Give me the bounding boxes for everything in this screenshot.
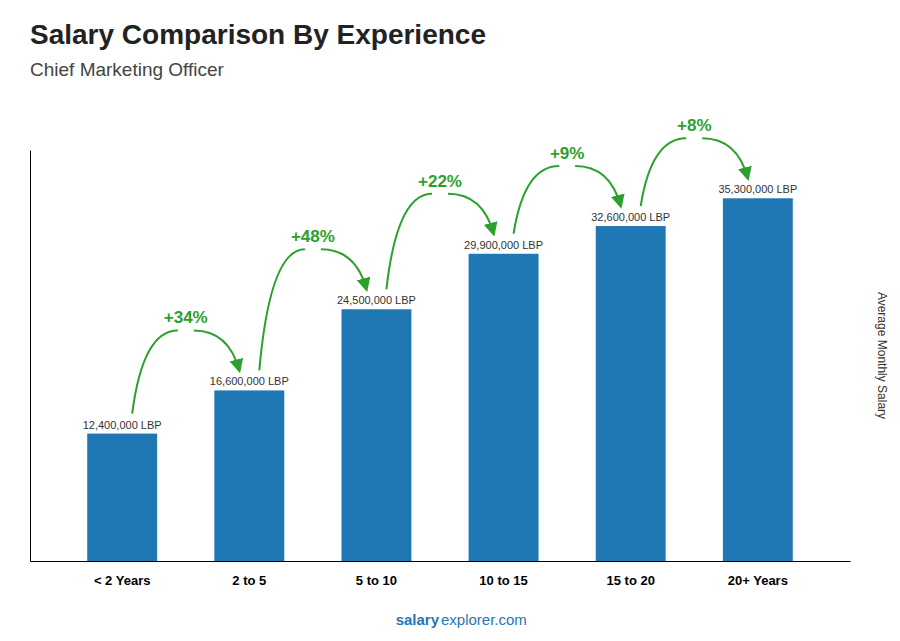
value-label: 29,900,000 LBP [464,239,543,251]
x-tick: 2 to 5 [232,561,266,588]
x-tick-label: 15 to 20 [606,573,654,588]
annotation-text: +9% [550,144,585,163]
x-tick-label: 20+ Years [728,573,788,588]
x-tick: 10 to 15 [479,561,527,588]
annotation-text: +48% [291,227,335,246]
x-tick: 5 to 10 [356,561,397,588]
y-axis-title: Average Monthly Salary [875,292,889,419]
annotation-arrow [702,138,748,178]
x-axis: < 2 Years 2 to 5 5 to 10 10 to 15 15 to 20 20… [31,561,851,588]
x-tick-label: 2 to 5 [232,573,266,588]
bar [214,390,284,561]
footer-bold: salary [396,611,440,628]
annotation-line [386,194,432,289]
x-tick: < 2 Years [94,561,151,588]
x-axis-line [31,561,851,562]
bar [469,254,539,561]
annotation-arrow [321,249,367,289]
x-tick: 20+ Years [728,561,788,588]
value-label: 12,400,000 LBP [83,419,162,431]
x-tick-label: 5 to 10 [356,573,397,588]
y-axis-line [30,151,31,562]
annotation-text: +34% [164,308,208,327]
annotation-line [641,138,687,206]
annotation-arrow [575,166,621,206]
annotation-line [259,249,305,370]
bar [87,434,157,561]
annotations: +34% +48% +22% +9% +8% [132,116,748,413]
annotation-text: +22% [418,172,462,191]
y-axis [30,151,31,562]
value-label: 35,300,000 LBP [718,183,797,195]
x-tick: 15 to 20 [606,561,654,588]
plot: < 2 Years 2 to 5 5 to 10 10 to 15 15 to 20 20… [31,116,851,588]
bar [723,198,793,561]
annotation-line [132,330,178,413]
x-tick-label: 10 to 15 [479,573,527,588]
annotation-arrow [194,330,240,370]
annotation-text: +8% [677,116,712,135]
annotation-line [514,166,560,234]
annotation-arrow [448,194,494,234]
subtitle: Chief Marketing Officer [30,59,225,80]
value-label: 16,600,000 LBP [210,375,289,387]
bar [596,226,666,561]
bars [87,198,793,561]
value-label: 32,600,000 LBP [591,211,670,223]
x-tick-label: < 2 Years [94,573,151,588]
footer-normal: explorer.com [441,611,527,628]
bar [341,309,411,561]
chart: < 2 Years 2 to 5 5 to 10 10 to 15 15 to 20 20… [0,0,900,641]
value-label: 24,500,000 LBP [337,294,416,306]
title: Salary Comparison By Experience [30,19,486,50]
value-labels: 12,400,000 LBP 16,600,000 LBP 24,500,000 L… [83,183,798,430]
